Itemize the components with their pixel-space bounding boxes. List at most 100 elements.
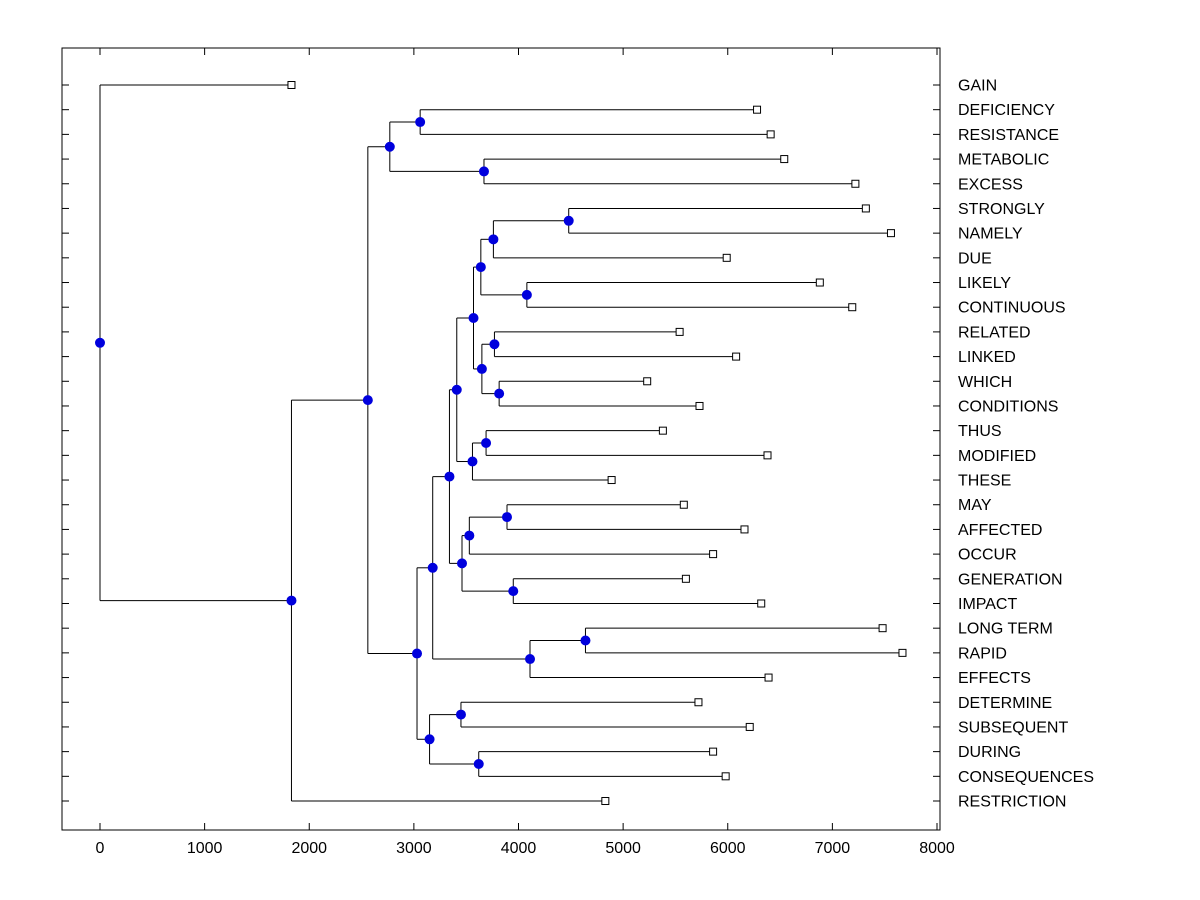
leaf-label: THESE [958, 473, 1011, 490]
leaf-marker [763, 451, 772, 460]
leaf-label: RESISTANCE [958, 127, 1059, 144]
internal-node-marker [525, 654, 536, 665]
leaf-marker [601, 797, 610, 806]
internal-node-marker [412, 648, 423, 659]
leaf-marker [722, 253, 731, 262]
leaf-marker [848, 303, 857, 312]
leaf-label: DETERMINE [958, 695, 1052, 712]
internal-node-marker [286, 595, 297, 606]
leaf-marker [643, 377, 652, 386]
internal-node-marker [475, 262, 486, 273]
leaf-label: LONG TERM [958, 621, 1053, 638]
leaf-marker [878, 624, 887, 633]
x-tick-label: 3000 [396, 840, 432, 857]
internal-node-marker [468, 313, 479, 324]
x-tick-label: 8000 [919, 840, 955, 857]
leaf-label: EXCESS [958, 176, 1023, 193]
leaf-label: DEFICIENCY [958, 102, 1055, 119]
leaf-marker [721, 772, 730, 781]
leaf-label: GENERATION [958, 571, 1063, 588]
leaf-label: MAY [958, 497, 992, 514]
internal-node-marker [488, 234, 499, 245]
leaf-marker [780, 155, 789, 164]
x-tick-label: 7000 [815, 840, 851, 857]
leaf-label: NAMELY [958, 226, 1023, 243]
leaf-label: METABOLIC [958, 152, 1049, 169]
internal-node-marker [451, 384, 462, 395]
leaf-marker [764, 673, 773, 682]
leaf-label: RELATED [958, 324, 1031, 341]
leaf-label: RESTRICTION [958, 794, 1066, 811]
internal-node-marker [427, 562, 438, 573]
internal-node-marker [444, 471, 455, 482]
internal-node-marker [467, 456, 478, 467]
plot-border [61, 47, 941, 831]
leaf-label: AFFECTED [958, 522, 1042, 539]
leaf-marker [745, 722, 754, 731]
internal-node-marker [95, 337, 105, 348]
internal-node-marker [501, 512, 512, 523]
leaf-label: DURING [958, 744, 1021, 761]
leaf-label: OCCUR [958, 547, 1017, 564]
leaf-marker [851, 179, 860, 188]
internal-node-marker [521, 289, 532, 300]
leaf-label: LIKELY [958, 275, 1011, 292]
internal-node-marker [362, 395, 373, 406]
x-tick-label: 5000 [605, 840, 641, 857]
leaf-marker [681, 574, 690, 583]
leaf-marker [675, 327, 684, 336]
leaf-label: IMPACT [958, 596, 1017, 613]
x-tick-label: 6000 [710, 840, 746, 857]
internal-node-marker [464, 530, 475, 541]
internal-node-marker [424, 734, 435, 745]
leaf-marker [753, 105, 762, 114]
leaf-label: CONSEQUENCES [958, 769, 1094, 786]
internal-node-marker [473, 758, 484, 769]
leaf-marker [679, 500, 688, 509]
internal-node-marker [580, 635, 591, 646]
internal-node-marker [478, 166, 489, 177]
leaf-marker [740, 525, 749, 534]
internal-node-marker [384, 141, 395, 152]
internal-node-marker [415, 117, 426, 128]
leaf-marker [658, 426, 667, 435]
leaf-marker [766, 130, 775, 139]
leaf-marker [709, 550, 718, 559]
leaf-marker [695, 401, 704, 410]
x-tick-label: 4000 [501, 840, 537, 857]
leaf-marker [815, 278, 824, 287]
internal-node-marker [494, 388, 505, 399]
internal-node-marker [508, 586, 519, 597]
leaf-marker [886, 229, 895, 238]
leaf-marker [732, 352, 741, 361]
internal-node-marker [489, 339, 500, 350]
leaf-label: GAIN [958, 78, 997, 95]
internal-node-marker [481, 438, 492, 449]
leaf-marker [607, 476, 616, 485]
leaf-label: WHICH [958, 374, 1012, 391]
leaf-label: THUS [958, 423, 1002, 440]
leaf-marker [757, 599, 766, 608]
x-tick-label: 0 [96, 840, 105, 857]
leaf-label: MODIFIED [958, 448, 1036, 465]
x-tick-label: 1000 [187, 840, 223, 857]
leaf-marker [709, 747, 718, 756]
leaf-marker [694, 698, 703, 707]
leaf-label: SUBSEQUENT [958, 719, 1068, 736]
leaf-marker [898, 648, 907, 657]
leaf-label: DUE [958, 250, 992, 267]
internal-node-marker [563, 215, 574, 226]
x-tick-label: 2000 [291, 840, 327, 857]
leaf-label: RAPID [958, 645, 1007, 662]
leaf-label: LINKED [958, 349, 1016, 366]
internal-node-marker [457, 558, 468, 569]
internal-node-marker [455, 709, 466, 720]
leaf-label: CONDITIONS [958, 398, 1058, 415]
leaf-marker [861, 204, 870, 213]
leaf-label: STRONGLY [958, 201, 1045, 218]
leaf-label: EFFECTS [958, 670, 1031, 687]
leaf-marker [287, 81, 296, 89]
internal-node-marker [476, 363, 487, 374]
